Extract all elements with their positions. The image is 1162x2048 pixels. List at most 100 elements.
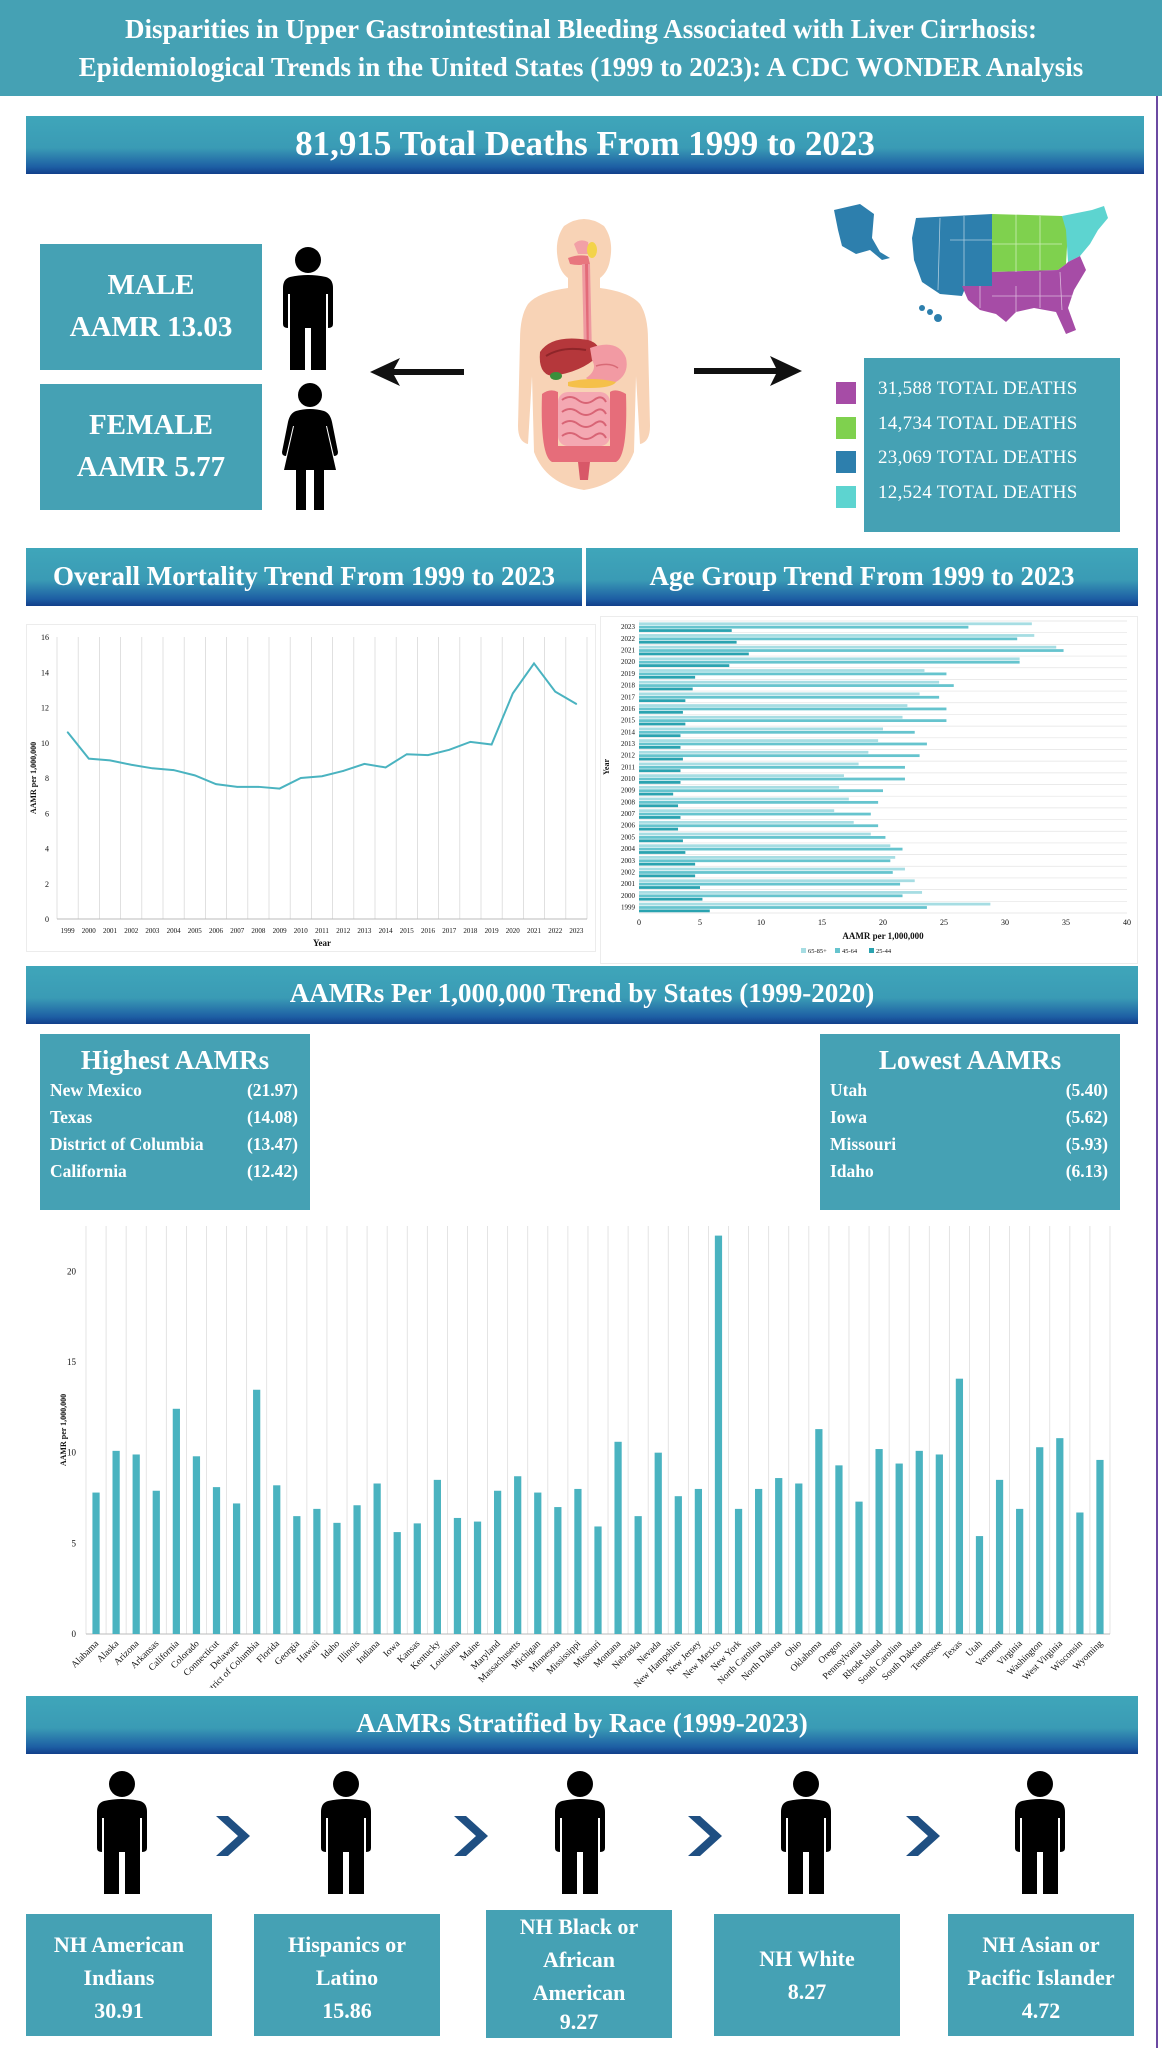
header-title-line1: Disparities in Upper Gastrointestinal Bl… [124,14,1038,44]
x-tick-label: 0 [637,918,641,927]
x-tick-label: 2019 [485,927,500,935]
bar-65-85+ [639,680,940,684]
race-label: African [542,1947,616,1972]
data-point [172,769,175,771]
y-tick-label: 2019 [621,670,636,678]
bar-65-85+ [639,891,923,894]
x-tick-label: 2021 [527,927,542,935]
bar-65-85+ [639,844,891,848]
person-icon [555,1771,605,1894]
x-tick-label: 2017 [442,927,457,935]
data-point [533,662,535,665]
data-point [554,690,556,693]
state-bar [975,1536,984,1634]
state-bar [132,1454,140,1634]
overall-trend-title: Overall Mortality Trend From 1999 to 202… [26,548,582,606]
state-aamr-value: (5.93) [1065,1134,1108,1154]
x-tick-label: 2011 [315,927,329,935]
x-tick-label: 2000 [82,927,97,935]
x-tick-label: 2020 [506,927,521,935]
state-bar [614,1441,622,1634]
y-tick-label: 2002 [621,868,636,876]
states-trend-title: AAMRs Per 1,000,000 Trend by States (199… [26,966,1138,1024]
race-box-black: NH Black or African American 9.27 [486,1910,672,2038]
region-total-row: 31,588 TOTAL DEATHS [864,376,1120,410]
state-aamr-value: (6.13) [1065,1161,1108,1181]
state-bar [112,1450,120,1634]
state-bar [534,1492,542,1634]
bar-25-44 [639,851,686,854]
us-regions-map [834,204,1108,334]
bar-65-85+ [639,762,859,766]
bar-65-85+ [639,832,871,836]
race-label: Indians [83,1965,155,1990]
bar-25-44 [639,687,693,691]
x-tick-label: 2009 [273,927,288,935]
male-label: MALE [107,269,195,301]
race-value: 30.91 [94,1998,144,2023]
x-tick-label: 10 [757,918,765,927]
right-border-line [1156,96,1158,2048]
state-name: District of Columbia [50,1134,204,1154]
bar-25-44 [639,629,732,632]
y-tick-label: 2 [45,880,49,889]
state-bar [634,1516,642,1634]
bar-25-44 [639,675,696,679]
bar-65-85+ [639,634,1035,637]
male-aamr-value: AAMR 13.03 [69,311,233,343]
y-tick-label: 2005 [621,833,636,841]
bar-45-64 [639,672,947,676]
bar-65-85+ [639,657,1020,661]
state-name: Missouri [830,1134,897,1154]
bar-25-44 [639,699,686,703]
y-tick-label: 2020 [621,658,636,666]
state-bar [775,1478,783,1634]
legend-label: 65-85+ [808,948,827,955]
state-bar [574,1488,582,1634]
state-bar [795,1483,803,1634]
region-totals-box: 31,588 TOTAL DEATHS 14,734 TOTAL DEATHS 23… [864,358,1120,532]
y-tick-label: 0 [72,1629,77,1639]
y-tick-label: 2008 [621,798,636,806]
highest-aamr-row: New Mexico (21.97) [50,1080,300,1107]
bar-65-85+ [639,820,854,824]
x-tick-label: 2023 [569,927,584,935]
legend-swatch [869,948,874,953]
bar-25-44 [639,804,679,808]
bar-25-44 [639,757,683,761]
x-tick-label: 2016 [421,927,436,935]
data-point [490,743,493,746]
state-bar [232,1503,241,1634]
person-icon [781,1771,831,1894]
y-tick-label: 2004 [621,845,636,853]
y-tick-label: 16 [41,633,49,642]
y-tick-label: 2011 [621,763,635,771]
state-bar [554,1507,562,1634]
female-aamr-box: FEMALE AAMR 5.77 [40,384,262,510]
race-box-hispanic: Hispanics or Latino 15.86 [254,1914,440,2036]
legend-label: 45-64 [842,948,858,955]
x-tick-label: 5 [698,918,702,927]
bar-45-64 [639,707,947,711]
state-bar [212,1487,221,1634]
y-tick-label: 2022 [621,635,636,643]
race-value: 4.72 [1021,1998,1061,2023]
state-bar [172,1408,180,1634]
y-axis-label: AAMR per 1,000,000 [29,742,38,814]
bar-65-85+ [639,727,883,731]
y-axis-label: AAMR per 1,000,000 [59,1394,68,1466]
x-tick-label: 2001 [103,927,118,935]
data-point [151,767,154,770]
y-tick-label: 2014 [621,728,636,736]
state-bar [273,1485,281,1634]
state-bar [1056,1438,1064,1634]
person-icon [321,1771,371,1894]
race-box-white: NH White 8.27 [714,1914,900,2036]
region-color-swatch [836,416,856,439]
x-tick-label: 1999 [61,927,76,935]
x-tick-label: 2018 [463,927,478,935]
lowest-aamr-row: Utah (5.40) [830,1080,1110,1107]
y-tick-label: 2009 [621,787,636,795]
x-tick-label: Alabama [70,1639,102,1671]
bar-25-44 [639,886,700,889]
